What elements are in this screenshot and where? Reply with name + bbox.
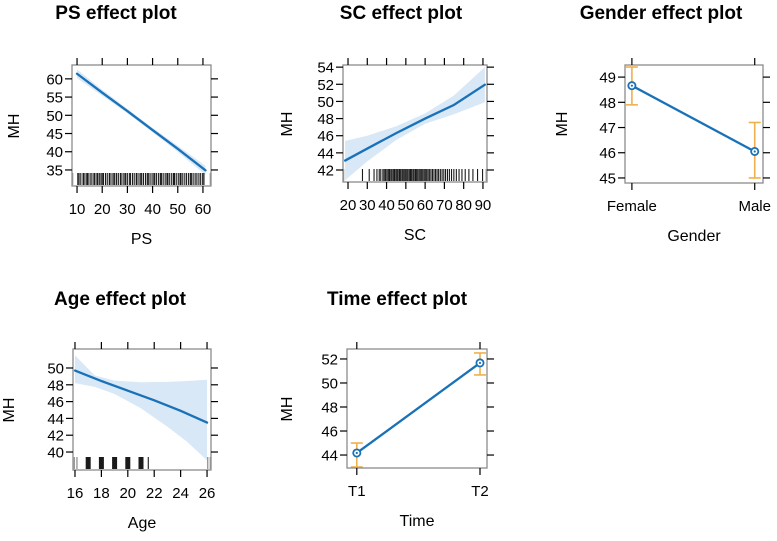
panel-border (71, 64, 212, 187)
panel-title-age: Age effect plot (54, 289, 186, 310)
y-tick-label: 44 (47, 411, 64, 428)
x-tick-label: 50 (169, 201, 186, 218)
panel-border (346, 348, 488, 469)
panel-time: Time effect plot MH T1 T2 44 46 48 50 52 Time (279, 270, 520, 541)
x-tick-label: 50 (397, 197, 414, 214)
panel-border (342, 64, 488, 183)
x-axis-title-time: Time (399, 513, 435, 530)
x-tick-label: 10 (69, 201, 86, 218)
y-tick-label: 54 (317, 60, 334, 77)
panel-ps: PS effect plot MH 10 20 30 40 50 60 35 40 45 50 55… (0, 0, 260, 270)
y-tick-label: 40 (46, 144, 63, 161)
y-tick-label: 50 (321, 375, 338, 392)
y-tick-label: 45 (46, 126, 63, 143)
x-tick-label: 60 (417, 197, 434, 214)
x-tick-label: 24 (172, 485, 189, 502)
y-tick-label: 35 (46, 162, 63, 179)
x-tick-label: 40 (378, 197, 395, 214)
x-tick-label: 40 (144, 201, 161, 218)
y-tick-label: 45 (599, 170, 616, 187)
x-tick-label: 30 (359, 197, 376, 214)
fit-line (75, 72, 207, 172)
x-tick-label: 30 (119, 201, 136, 218)
x-tick-label: 20 (340, 197, 357, 214)
x-tick-label: 60 (195, 201, 212, 218)
confidence-band (74, 355, 208, 461)
panel-border (72, 348, 212, 471)
y-tick-label: 50 (47, 360, 64, 377)
y-tick-label: 48 (321, 399, 338, 416)
time-effect-chart: T1 T2 44 46 48 50 52 (321, 342, 494, 500)
x-axis-title-gender: Gender (667, 228, 721, 245)
gender-effect-chart: Female Male 45 46 47 48 49 (599, 58, 771, 215)
fit-line (356, 362, 481, 454)
y-tick-label: 49 (599, 70, 616, 87)
x-tick-label: 20 (119, 485, 136, 502)
x-tick-label: 26 (199, 485, 216, 502)
y-tick-label: 44 (317, 145, 334, 162)
x-tick-label: 70 (436, 197, 453, 214)
x-tick-label: Male (738, 198, 771, 215)
y-tick-label: 48 (599, 95, 616, 112)
fit-line (73, 369, 209, 424)
panel-gender: Gender effect plot MH Female Male 45 46 47 48… (530, 0, 777, 270)
x-tick-label: Female (607, 198, 657, 215)
data-point-center (355, 451, 358, 455)
panel-age: Age effect plot MH 16 18 20 22 24 26 40 42 44 46 4… (0, 270, 260, 541)
data-point-center (478, 361, 482, 365)
x-tick-label: 22 (146, 485, 163, 502)
x-tick-label: T2 (471, 483, 489, 500)
y-tick-label: 42 (317, 163, 334, 180)
y-tick-label: 48 (47, 377, 64, 394)
y-tick-label: 55 (46, 90, 63, 107)
y-tick-label: 52 (321, 351, 338, 368)
y-tick-label: 50 (317, 94, 334, 111)
x-tick-label: 18 (93, 485, 110, 502)
y-tick-label: 46 (321, 424, 338, 441)
x-tick-label: 20 (94, 201, 111, 218)
x-tick-label: 16 (67, 485, 84, 502)
y-tick-label: 42 (47, 428, 64, 445)
y-tick-label: 46 (47, 394, 64, 411)
y-tick-label: 47 (599, 120, 616, 137)
x-axis-title-sc: SC (403, 227, 427, 244)
x-tick-label: T1 (348, 483, 366, 500)
data-point-center (753, 150, 756, 153)
y-tick-label: 44 (321, 448, 338, 465)
panel-title-sc: SC effect plot (339, 3, 463, 24)
data-point-center (630, 84, 633, 87)
y-tick-label: 52 (317, 77, 334, 94)
panel-title-ps: PS effect plot (55, 3, 177, 24)
panel-sc: SC effect plot MH 20 30 40 50 60 70 80 90 42 44 46… (279, 0, 520, 270)
y-tick-label: 48 (317, 111, 334, 128)
y-tick-label: 46 (317, 128, 334, 145)
y-tick-label: 60 (46, 71, 63, 88)
y-tick-label: 46 (599, 145, 616, 162)
fit-line (343, 83, 487, 162)
fit-line (631, 84, 756, 153)
panel-border (624, 64, 764, 184)
x-tick-label: 90 (475, 197, 492, 214)
x-tick-label: 80 (455, 197, 472, 214)
y-tick-label: 50 (46, 108, 63, 125)
panel-title-time: Time effect plot (326, 289, 468, 310)
y-tick-label: 40 (47, 445, 64, 462)
x-axis-title-age: Age (127, 515, 157, 532)
x-axis-title-ps: PS (130, 231, 153, 248)
panel-title-gender: Gender effect plot (579, 3, 743, 24)
